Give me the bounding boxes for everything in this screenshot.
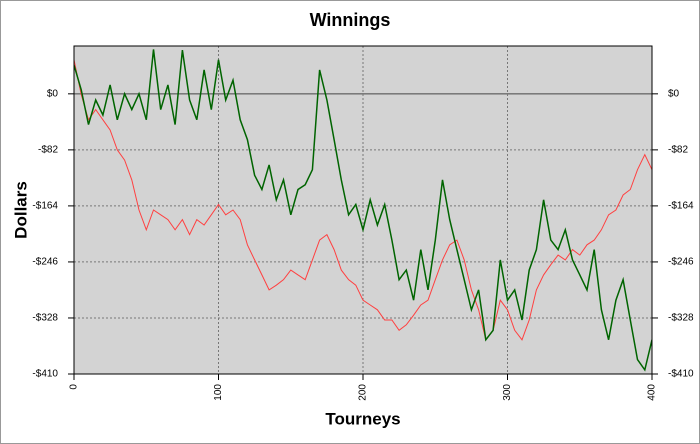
x-tick-label: 100: [213, 384, 224, 401]
y-tick-label: -$328: [32, 313, 58, 324]
y-tick-label: -$410: [32, 369, 58, 380]
y-tick-label-right: -$246: [668, 257, 694, 268]
plot-border: [73, 45, 653, 375]
y-tick-label: -$164: [32, 201, 58, 212]
y-tick-label-right: $0: [668, 88, 680, 99]
y-tick-label-right: -$410: [668, 369, 694, 380]
x-tick-label: 300: [502, 384, 513, 401]
series-line: [74, 49, 652, 372]
y-tick-label-right: -$82: [668, 145, 688, 156]
x-tick-label: 0: [69, 384, 80, 390]
y-axis-label: Dollars: [11, 181, 30, 239]
y-tick-label: $0: [47, 88, 59, 99]
y-tick-label-right: -$164: [668, 201, 694, 212]
x-axis-label: Tourneys: [325, 409, 400, 428]
y-tick-label-right: -$328: [668, 313, 694, 324]
y-tick-label: -$82: [38, 145, 58, 156]
chart-title: Winnings: [310, 10, 391, 30]
x-tick-label: 400: [647, 384, 658, 401]
series-line: [74, 59, 652, 341]
x-tick-label: 200: [358, 384, 369, 401]
y-tick-label: -$246: [32, 257, 58, 268]
